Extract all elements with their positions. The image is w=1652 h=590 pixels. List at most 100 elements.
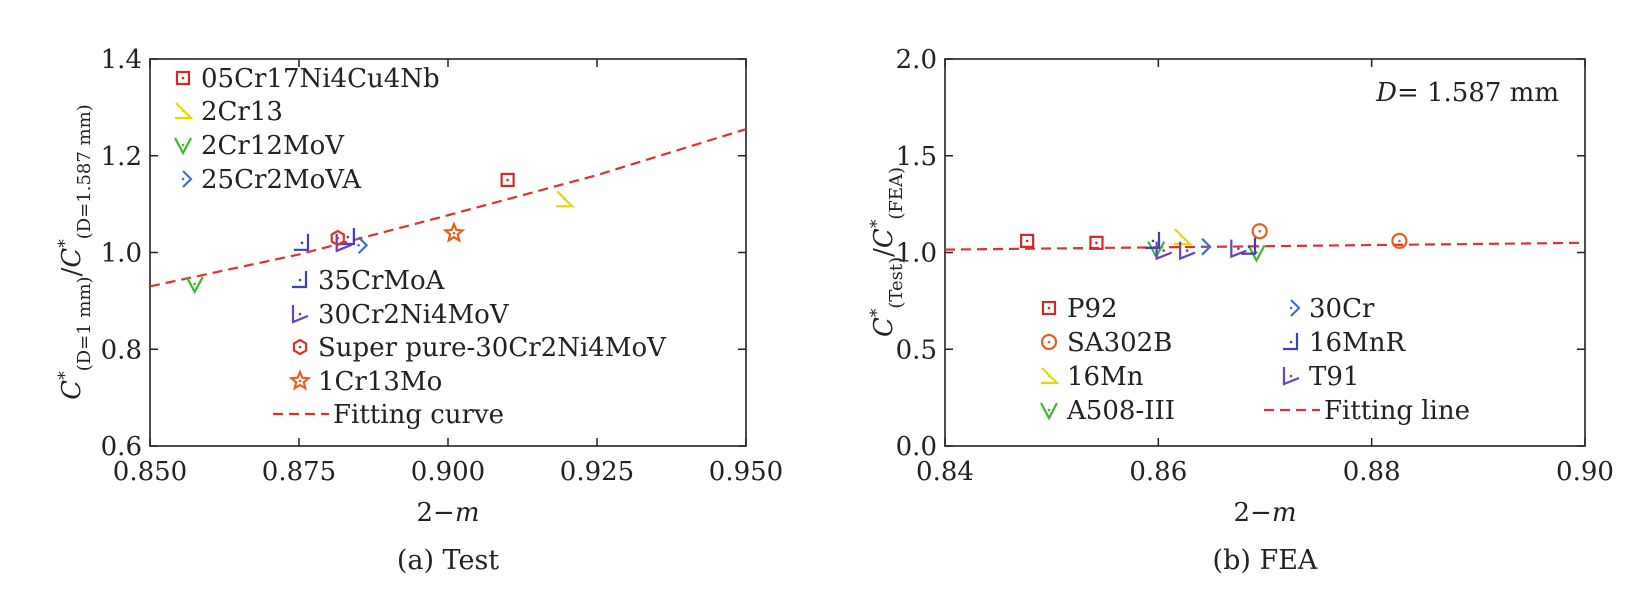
data-point-35crmoa [293,233,310,251]
x-tick-label: 0.875 [262,457,336,487]
legend-marker [175,102,194,120]
legend-b: P92 SA302B 16Mn A508-III 30Cr 16MnR T91 Fitting… [1040,294,1470,426]
legend-label: Fitting line [1324,396,1470,426]
y-axis-label-a: C*(D=1 mm)/C*(D=1.587 mm) [55,104,95,399]
data-point-t91 [1230,239,1247,259]
legend-marker [1041,367,1060,385]
y-tick-label: 0.0 [896,432,937,462]
y-tick-label: 1.5 [896,142,937,172]
x-tick-label: 0.925 [560,457,634,487]
data-point-p92 [1089,235,1104,250]
legend-item-16mnr: 16MnR [1283,328,1406,358]
y-tick-label: 2.0 [896,45,937,75]
legend-marker [291,305,309,324]
y-tick-label: 0.8 [101,335,142,365]
data-point-sa302b [1251,223,1268,240]
data-point-35crmoa [339,228,355,246]
x-axis-label-b: 2−m [1234,498,1297,528]
legend-marker [292,271,308,289]
y-ticks-b: 0.0 0.5 1.0 1.5 2.0 [896,45,1585,462]
y-ticks-a: 0.6 0.8 1.0 1.2 1.4 [101,45,746,462]
plot-frame-b [944,58,1586,447]
legend-marker [292,338,308,356]
legend-item-a508-iii: A508-III [1040,396,1175,426]
legend-item-05cr17ni4cu4nb: 05Cr17Ni4Cu4Nb [175,64,440,94]
y-tick-label: 1.0 [896,239,937,269]
legend-label: 16MnR [1309,328,1406,358]
legend-item-2cr12mov: 2Cr12MoV [174,131,345,161]
legend-label: SA302B [1067,328,1172,358]
x-tick-label: 0.88 [1343,457,1401,487]
legend-marker [1289,299,1301,317]
legend-item-16mn: 16Mn [1041,362,1144,392]
data-point-t91 [1179,241,1196,261]
y-axis-label-b: C*(Test)/C*(FEA) [867,167,907,337]
legend-item-fit: Fitting curve [273,400,504,430]
legend-label: 30Cr2Ni4MoV [318,300,510,330]
legend-label: 05Cr17Ni4Cu4Nb [201,64,440,94]
legend-marker [1282,367,1300,386]
x-tick-label: 0.86 [1129,457,1187,487]
legend-item-super-pure-30cr2ni4mov: Super pure-30Cr2Ni4MoV [292,333,667,363]
legend-marker [181,170,193,188]
data-point-p92 [1020,233,1035,248]
legend-label: A508-III [1066,396,1175,426]
data-point-2cr13 [556,190,575,208]
data-point-16mnr [1145,231,1161,249]
caption-a: (a) Test [397,545,499,576]
annotation-b: D= 1.587 mm [1375,78,1559,108]
y-tick-label: 1.0 [101,239,142,269]
legend-label: 30Cr [1309,294,1375,324]
legend-item-35crmoa: 35CrMoA [292,266,446,296]
legend-item-t91: T91 [1282,362,1359,392]
data-point-30cr [1200,237,1212,256]
data-point-t91 [1155,241,1173,261]
data-points-a [185,172,575,295]
data-point-sa302b [1391,232,1408,249]
legend-marker [288,369,312,391]
x-tick-label: 0.900 [411,457,485,487]
data-point-16mnr [1241,237,1257,255]
y-tick-label: 1.2 [101,142,142,172]
legend-label: 2Cr13 [201,97,283,127]
panel-a-test: 0.6 0.8 1.0 1.2 1.4 0.850 0.875 0.900 0.925 0.95… [55,45,783,576]
legend-label: 25Cr2MoVA [201,165,362,195]
legend-label: P92 [1067,294,1118,324]
legend-item-2cr13: 2Cr13 [175,97,283,127]
legend-item-30cr2ni4mov: 30Cr2Ni4MoV [291,300,510,330]
legend-label: 2Cr12MoV [201,131,345,161]
legend-marker [1283,333,1299,351]
legend-label: 1Cr13Mo [318,367,442,397]
legend-label: Super pure-30Cr2Ni4MoV [318,333,667,363]
data-point-25cr2mova [357,236,369,255]
legend-marker [1041,300,1057,316]
fit-curve-a [150,128,746,288]
legend-item-p92: P92 [1041,294,1118,324]
legend-item-fit: Fitting line [1264,396,1470,426]
y-tick-label: 0.6 [101,432,142,462]
x-tick-label: 0.850 [113,457,187,487]
legend-label: Fitting curve [333,400,504,430]
panel-b-fea: 0.0 0.5 1.0 1.5 2.0 0.84 0.86 0.88 0.90 P92 SA30… [867,45,1614,576]
legend-marker [1040,402,1058,421]
caption-b: (b) FEA [1213,545,1318,576]
legend-item-25cr2mova: 25Cr2MoVA [181,165,362,195]
legend-marker [1040,333,1058,351]
legend-label: 16Mn [1067,362,1144,392]
x-tick-label: 0.84 [916,457,974,487]
x-axis-label-a: 2−m [417,498,480,528]
data-points-b [1020,223,1408,263]
data-point-1cr13mo [442,221,466,243]
legend-item-sa302b: SA302B [1040,328,1172,358]
data-point-16mn [1173,228,1193,246]
y-tick-label: 1.4 [101,45,142,75]
x-ticks-b: 0.84 0.86 0.88 0.90 [916,59,1614,487]
legend-marker [175,70,191,86]
x-tick-label: 0.950 [709,457,783,487]
legend-label: 35CrMoA [318,266,446,296]
legend-marker [174,137,192,156]
fit-line [150,128,746,288]
data-point-super-pure-30cr2ni4mov [330,229,345,247]
